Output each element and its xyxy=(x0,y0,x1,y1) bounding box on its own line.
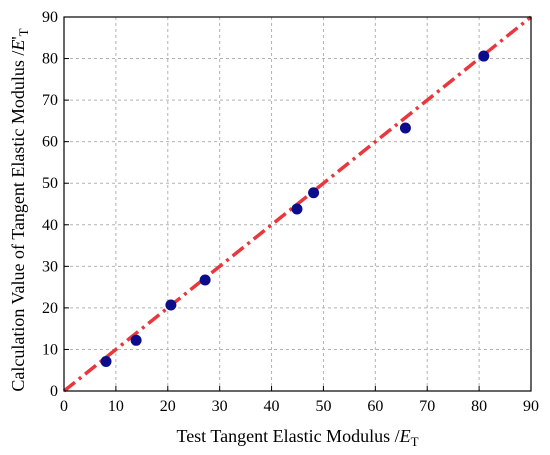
data-point xyxy=(165,299,177,311)
axis-ticks xyxy=(63,16,532,392)
y-tick-label: 10 xyxy=(42,341,58,358)
x-axis-title: Test Tangent Elastic Modulus /ET xyxy=(176,426,418,449)
y-tick-label: 20 xyxy=(42,300,58,317)
y-tick-labels: 0 10 20 30 40 50 60 70 80 90 xyxy=(42,9,58,400)
x-tick-label: 40 xyxy=(264,398,280,415)
data-point xyxy=(291,203,303,215)
y-tick-label: 0 xyxy=(50,383,58,400)
x-tick-label: 60 xyxy=(367,398,383,415)
y-axis-title-prime: ' xyxy=(8,36,28,39)
y-tick-label: 70 xyxy=(42,92,58,109)
grid xyxy=(64,17,531,391)
y-tick-label: 90 xyxy=(42,9,58,26)
data-point xyxy=(130,334,142,346)
data-point xyxy=(199,274,211,286)
y-tick-label: 40 xyxy=(42,217,58,234)
y-axis-title-sub: T xyxy=(16,28,31,36)
plot-frame xyxy=(63,16,532,392)
data-points xyxy=(100,50,490,367)
data-point xyxy=(399,122,411,134)
x-tick-label: 10 xyxy=(108,398,124,415)
x-tick-label: 90 xyxy=(523,398,539,415)
x-tick-label: 30 xyxy=(212,398,228,415)
y-tick-label: 50 xyxy=(42,175,58,192)
x-tick-label: 0 xyxy=(60,398,68,415)
data-point xyxy=(100,355,112,367)
y-axis-title-main: Calculation Value of Tangent Elastic Mod… xyxy=(8,51,28,392)
x-axis-title-var: E xyxy=(399,426,411,446)
x-tick-label: 70 xyxy=(419,398,435,415)
x-tick-label: 20 xyxy=(160,398,176,415)
y-tick-label: 30 xyxy=(42,258,58,275)
y-tick-label: 60 xyxy=(42,134,58,151)
y-tick-label: 80 xyxy=(42,51,58,68)
x-axis-title-main: Test Tangent Elastic Modulus / xyxy=(176,426,399,446)
x-tick-label: 80 xyxy=(471,398,487,415)
x-axis-title-sub: T xyxy=(411,434,419,449)
y-axis-title: Calculation Value of Tangent Elastic Mod… xyxy=(8,28,31,391)
data-point xyxy=(308,187,320,199)
y-axis-title-var: E xyxy=(8,40,28,52)
x-tick-labels: 0 10 20 30 40 50 60 70 80 90 xyxy=(60,398,539,415)
data-point xyxy=(478,50,490,62)
x-tick-label: 50 xyxy=(315,398,331,415)
